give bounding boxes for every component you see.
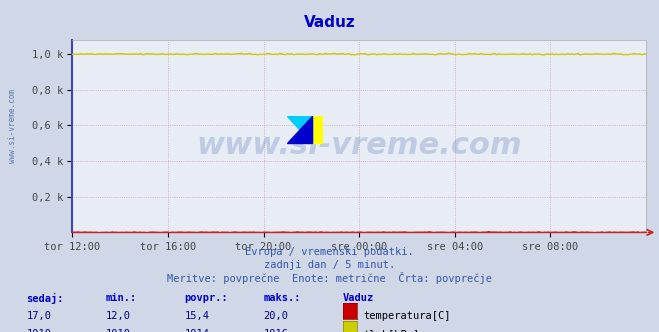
Text: maks.:: maks.:	[264, 293, 301, 303]
Text: www.si-vreme.com: www.si-vreme.com	[196, 131, 522, 160]
Text: zadnji dan / 5 minut.: zadnji dan / 5 minut.	[264, 260, 395, 270]
Text: Vaduz: Vaduz	[304, 15, 355, 30]
Text: 1010: 1010	[105, 329, 130, 332]
Text: 1010: 1010	[26, 329, 51, 332]
Text: Meritve: povprečne  Enote: metrične  Črta: povprečje: Meritve: povprečne Enote: metrične Črta:…	[167, 272, 492, 284]
Text: 1016: 1016	[264, 329, 289, 332]
Text: povpr.:: povpr.:	[185, 293, 228, 303]
Text: temperatura[C]: temperatura[C]	[364, 311, 451, 321]
Text: sedaj:: sedaj:	[26, 293, 64, 304]
Text: www.si-vreme.com: www.si-vreme.com	[8, 89, 17, 163]
Polygon shape	[287, 116, 312, 143]
Text: Vaduz: Vaduz	[343, 293, 374, 303]
Text: 1014: 1014	[185, 329, 210, 332]
Text: Evropa / vremenski podatki.: Evropa / vremenski podatki.	[245, 247, 414, 257]
Text: min.:: min.:	[105, 293, 136, 303]
Text: 20,0: 20,0	[264, 311, 289, 321]
Text: 12,0: 12,0	[105, 311, 130, 321]
Text: 17,0: 17,0	[26, 311, 51, 321]
Bar	[304, 116, 323, 143]
Text: 15,4: 15,4	[185, 311, 210, 321]
Polygon shape	[287, 116, 312, 143]
Text: tlak[hPa]: tlak[hPa]	[364, 329, 420, 332]
